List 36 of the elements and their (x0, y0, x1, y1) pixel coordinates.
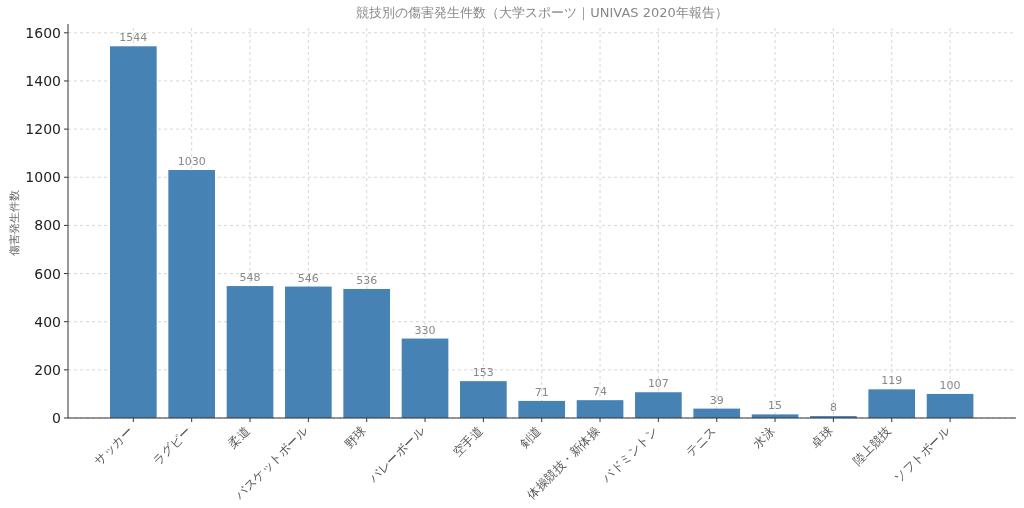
x-tick-label: 卓球 (808, 424, 836, 452)
y-tick-label: 1600 (25, 24, 61, 41)
x-tick-label: ソフトボール (891, 424, 953, 486)
x-tick-label: 陸上競技 (850, 424, 894, 469)
x-tick-label: 空手道 (450, 424, 486, 460)
y-tick-label: 200 (34, 361, 61, 378)
data-label: 100 (939, 378, 961, 392)
data-label: 546 (297, 271, 319, 285)
y-tick-label: 800 (34, 217, 61, 234)
data-label: 71 (534, 385, 549, 399)
y-tick-label: 1200 (25, 121, 61, 138)
y-tick-label: 1000 (25, 169, 61, 186)
data-label: 74 (593, 385, 608, 399)
data-label: 107 (647, 377, 669, 391)
data-label: 548 (239, 271, 261, 285)
x-tick-label: テニス (683, 424, 719, 460)
y-tick-label: 0 (52, 410, 61, 426)
x-tick-label: 水泳 (750, 424, 778, 452)
y-tick-label: 600 (34, 265, 61, 282)
data-label: 15 (768, 399, 783, 413)
x-tick-label: サッカー (91, 424, 136, 469)
x-tick-label: 剣道 (516, 424, 544, 452)
data-label: 330 (414, 323, 436, 337)
data-label: 8 (829, 401, 837, 415)
data-label: 1030 (177, 155, 206, 169)
y-axis-title: 傷害発生件数 (8, 190, 21, 256)
data-label: 536 (356, 273, 378, 287)
chart-title: 競技別の傷害発生件数（大学スポーツ｜UNIVAS 2020年報告） (356, 5, 728, 21)
x-tick-label: ラグビー (149, 424, 194, 469)
y-tick-label: 400 (34, 313, 61, 330)
y-tick-label: 1400 (25, 72, 61, 89)
data-label: 119 (881, 374, 903, 388)
data-label: 1544 (119, 31, 148, 45)
x-tick-label: 柔道 (225, 424, 253, 452)
data-label: 153 (472, 366, 494, 380)
data-label: 39 (709, 393, 724, 407)
